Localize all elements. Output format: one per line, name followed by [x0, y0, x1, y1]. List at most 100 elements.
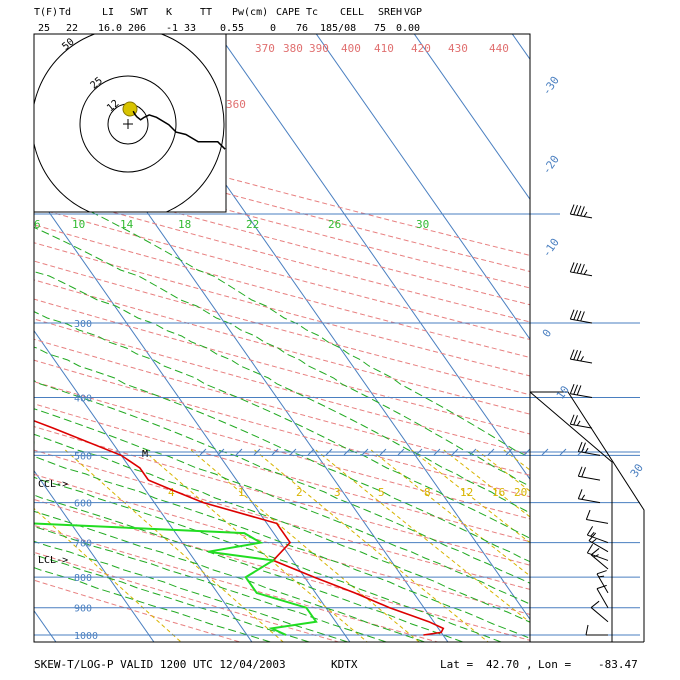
- wind-barb-flag: [596, 570, 607, 575]
- wind-barb-flag: [569, 309, 575, 320]
- mixing-ratio-label: 16: [492, 486, 505, 499]
- mixing-ratio-label: 6: [34, 218, 41, 231]
- wind-barb-flag: [581, 467, 586, 478]
- dewpoint-trace: [34, 441, 318, 636]
- wind-barb-staff: [578, 475, 601, 481]
- wind-barb-staff: [578, 498, 601, 504]
- traces-clip: [34, 419, 445, 636]
- wind-barb-flag: [573, 310, 578, 320]
- barb-column-frame: [529, 391, 613, 642]
- wind-barb: [585, 624, 608, 636]
- index-header: LI: [102, 7, 114, 18]
- theta-label: 390: [309, 42, 329, 55]
- moist-adiabat: [74, 203, 530, 459]
- index-value: 33: [184, 23, 196, 34]
- wind-barb-flag: [569, 414, 575, 425]
- dry-adiabat: [34, 551, 341, 642]
- wind-barb-staff: [570, 393, 593, 399]
- wind-barb-flag: [573, 415, 578, 426]
- index-value: 206: [128, 23, 146, 34]
- temperature-label: -20: [540, 153, 562, 177]
- mixing-ratio-label: 10: [72, 218, 85, 231]
- mixing-ratio-line: [443, 449, 530, 518]
- wind-barb: [577, 489, 601, 504]
- barb-column-frame: [530, 391, 645, 642]
- wind-barb: [590, 548, 609, 570]
- isotherm: [34, 189, 351, 642]
- sounding-traces: [34, 419, 445, 636]
- wind-barb-flag: [593, 554, 599, 558]
- moist-adiabat: [34, 433, 530, 623]
- index-value: 25: [38, 23, 50, 34]
- temperature-label: -30: [540, 74, 562, 98]
- temperature-label: 30: [628, 461, 646, 479]
- wind-barb-flag: [576, 385, 582, 396]
- moist-adiabat: [34, 346, 530, 563]
- dry-adiabat: [34, 279, 530, 415]
- wind-barb: [585, 509, 609, 524]
- pressure-label: 400: [74, 394, 92, 405]
- wind-barb-flag: [588, 532, 597, 541]
- wind-barb: [569, 309, 593, 324]
- dry-adiabat: [34, 206, 530, 341]
- wind-barb-flag: [585, 509, 591, 520]
- isotherm: [413, 34, 530, 201]
- wind-barb-flag: [576, 350, 582, 361]
- moist-adiabat: [34, 540, 348, 642]
- mixing-ratio-line: [64, 449, 284, 642]
- mixing-ratio-label: 2: [296, 486, 303, 499]
- mixing-ratio-label: 1: [238, 486, 245, 499]
- wind-barb-flag: [596, 584, 607, 590]
- wind-barb-flag: [590, 531, 595, 537]
- ccl-marker: CCL->: [38, 479, 68, 490]
- temperature-label: 0: [540, 327, 554, 340]
- hodograph-frame: [33, 33, 227, 213]
- wind-barb: [569, 349, 593, 364]
- mixing-ratio-label: 20: [514, 486, 527, 499]
- footer: SKEW-T/LOG-P VALID 1200 UTC 12/04/2003 K…: [34, 658, 638, 671]
- isotherm: [34, 329, 253, 642]
- wind-barbs: [569, 204, 609, 636]
- mixing-ratio-label: 14: [120, 218, 134, 231]
- wind-barb: [596, 570, 609, 594]
- level-hatch: [199, 448, 585, 456]
- lcl-marker: LCL->: [38, 555, 68, 566]
- index-value: 76: [296, 23, 308, 34]
- theta-label: 410: [374, 42, 394, 55]
- wind-barb-staff: [596, 588, 609, 608]
- wind-barb-flag: [576, 420, 581, 426]
- wind-barb-flag: [569, 262, 575, 273]
- wind-barb: [569, 384, 593, 399]
- theta-label: 440: [489, 42, 509, 55]
- theta-label: 360: [226, 98, 246, 111]
- wind-barb-flag: [581, 494, 586, 500]
- moist-adiabat: [34, 553, 310, 642]
- index-header: Tc: [306, 7, 318, 18]
- mixing-ratio-line: [476, 449, 530, 492]
- mixing-ratio-label: 8: [424, 486, 431, 499]
- moist-adiabat: [34, 380, 530, 584]
- isotherm: [34, 469, 155, 642]
- moist-adiabat: [34, 226, 530, 487]
- lon-value: -83.47: [598, 658, 638, 671]
- mixing-ratio-label: 26: [328, 218, 341, 231]
- wind-barb-flag: [590, 548, 600, 556]
- wind-barb: [577, 466, 601, 481]
- index-header: Pw(cm): [232, 7, 268, 18]
- wind-barb-flag: [580, 264, 585, 274]
- wind-barb-flag: [590, 600, 600, 608]
- index-header: T(F): [34, 7, 58, 18]
- indices-header: T(F) Td LI SWT K TT Pw(cm) CAPE Tc CELL SREH VGP 25…: [34, 7, 422, 34]
- index-value: -1: [166, 23, 178, 34]
- index-header: K: [166, 7, 172, 18]
- theta-label: 400: [341, 42, 361, 55]
- lat-value: 42.70: [486, 658, 519, 671]
- wind-barb: [577, 441, 601, 456]
- theta-label: 430: [448, 42, 468, 55]
- wind-barb-flag: [577, 489, 583, 499]
- mixing-ratio-label: 5: [378, 486, 385, 499]
- mixing-ratio-label: 22: [246, 218, 259, 231]
- temperature-trace: [34, 419, 445, 636]
